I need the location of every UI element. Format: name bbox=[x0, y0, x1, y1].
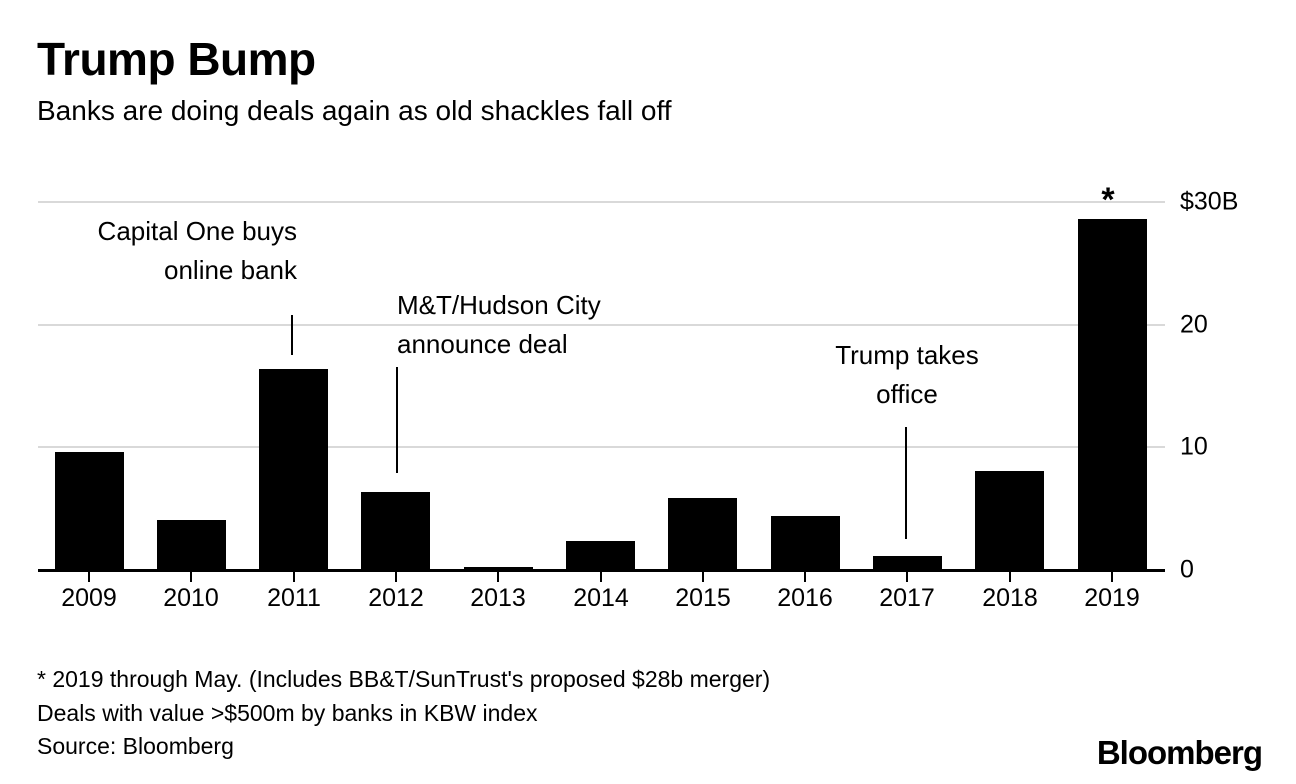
chart-title: Trump Bump bbox=[37, 33, 316, 85]
annotation-trump-takes-office: Trump takes office bbox=[835, 340, 979, 409]
bar-2011 bbox=[259, 369, 328, 569]
x-tick-2011 bbox=[293, 572, 295, 582]
annotation-line-capital-one bbox=[291, 315, 293, 355]
chart-subtitle: Banks are doing deals again as old shack… bbox=[37, 95, 672, 126]
annotation-line-mt-hudson bbox=[396, 367, 398, 473]
gridline-20 bbox=[38, 324, 1165, 326]
y-axis-label-10: 10 bbox=[1180, 432, 1208, 461]
x-axis-label-2014: 2014 bbox=[573, 584, 629, 612]
bar-2014 bbox=[566, 541, 635, 569]
x-axis-label-2010: 2010 bbox=[163, 584, 219, 612]
x-axis-label-2013: 2013 bbox=[470, 584, 526, 612]
annotation-line-trump-takes-office bbox=[905, 427, 907, 539]
y-axis-label-20: 20 bbox=[1180, 310, 1208, 339]
bar-2015 bbox=[668, 498, 737, 569]
x-tick-2010 bbox=[190, 572, 192, 582]
gridline-30 bbox=[38, 201, 1165, 203]
x-tick-2014 bbox=[600, 572, 602, 582]
x-tick-2013 bbox=[497, 572, 499, 582]
bar-2017 bbox=[873, 556, 942, 569]
bar-2009 bbox=[55, 452, 124, 569]
annotation-mt-hudson: M&T/Hudson City announce deal bbox=[397, 290, 601, 359]
bar-2016 bbox=[771, 516, 840, 569]
footnotes: * 2019 through May. (Includes BB&T/SunTr… bbox=[37, 663, 770, 764]
bar-2012 bbox=[361, 492, 430, 569]
x-axis-line bbox=[38, 569, 1165, 572]
footnote-line-2: Deals with value >$500m by banks in KBW … bbox=[37, 699, 538, 726]
bar-2013 bbox=[464, 567, 533, 569]
gridline-10 bbox=[38, 446, 1165, 448]
x-tick-2009 bbox=[88, 572, 90, 582]
y-axis-label-0: 0 bbox=[1180, 555, 1194, 584]
x-tick-2012 bbox=[395, 572, 397, 582]
x-tick-2018 bbox=[1009, 572, 1011, 582]
x-axis-label-2015: 2015 bbox=[675, 584, 731, 612]
bar-2010 bbox=[157, 520, 226, 569]
asterisk-marker: * bbox=[1101, 181, 1115, 219]
x-axis-label-2017: 2017 bbox=[879, 584, 935, 612]
x-axis-label-2011: 2011 bbox=[267, 584, 321, 612]
bloomberg-logo: Bloomberg bbox=[1096, 734, 1263, 771]
x-tick-2016 bbox=[804, 572, 806, 582]
x-axis-label-2016: 2016 bbox=[777, 584, 833, 612]
x-axis-label-2019: 2019 bbox=[1084, 584, 1140, 612]
x-tick-2015 bbox=[702, 572, 704, 582]
x-tick-2019 bbox=[1111, 572, 1113, 582]
x-tick-2017 bbox=[906, 572, 908, 582]
annotation-capital-one: Capital One buys online bank bbox=[97, 216, 297, 285]
source-line: Source: Bloomberg bbox=[37, 733, 234, 759]
y-axis-label-30: $30B bbox=[1180, 187, 1239, 216]
x-axis-label-2018: 2018 bbox=[982, 584, 1038, 612]
footnote-line-1: * 2019 through May. (Includes BB&T/SunTr… bbox=[37, 666, 771, 692]
x-axis-label-2012: 2012 bbox=[368, 584, 424, 612]
bar-2019 bbox=[1078, 219, 1147, 569]
bar-2018 bbox=[975, 471, 1044, 569]
x-axis-label-2009: 2009 bbox=[61, 584, 117, 612]
